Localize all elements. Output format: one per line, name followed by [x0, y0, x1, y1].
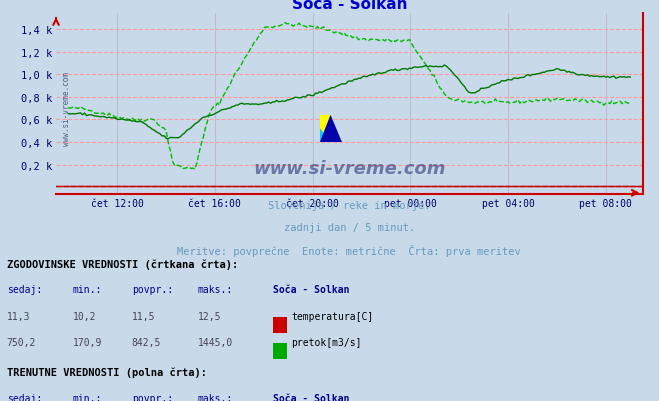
Text: maks.:: maks.:	[198, 285, 233, 295]
Text: 11,3: 11,3	[7, 311, 30, 321]
Text: Meritve: povprečne  Enote: metrične  Črta: prva meritev: Meritve: povprečne Enote: metrične Črta:…	[177, 245, 521, 257]
Text: 1445,0: 1445,0	[198, 337, 233, 347]
Text: 12,5: 12,5	[198, 311, 221, 321]
Text: min.:: min.:	[72, 285, 102, 295]
Text: www.si-vreme.com: www.si-vreme.com	[253, 160, 445, 178]
Text: 750,2: 750,2	[7, 337, 36, 347]
Text: Slovenija / reke in morje.: Slovenija / reke in morje.	[268, 200, 430, 211]
Text: www.si-vreme.com: www.si-vreme.com	[61, 72, 71, 146]
Text: 170,9: 170,9	[72, 337, 102, 347]
Text: Soča - Solkan: Soča - Solkan	[273, 393, 350, 401]
Polygon shape	[320, 115, 331, 143]
Text: maks.:: maks.:	[198, 393, 233, 401]
Text: 842,5: 842,5	[132, 337, 161, 347]
Text: zadnji dan / 5 minut.: zadnji dan / 5 minut.	[283, 223, 415, 233]
Text: povpr.:: povpr.:	[132, 393, 173, 401]
Text: ZGODOVINSKE VREDNOSTI (črtkana črta):: ZGODOVINSKE VREDNOSTI (črtkana črta):	[7, 259, 238, 269]
Text: TRENUTNE VREDNOSTI (polna črta):: TRENUTNE VREDNOSTI (polna črta):	[7, 367, 206, 377]
Text: sedaj:: sedaj:	[7, 393, 42, 401]
Text: min.:: min.:	[72, 393, 102, 401]
Text: Soča - Solkan: Soča - Solkan	[273, 285, 350, 295]
Text: povpr.:: povpr.:	[132, 285, 173, 295]
Text: 11,5: 11,5	[132, 311, 156, 321]
Text: sedaj:: sedaj:	[7, 285, 42, 295]
Text: 10,2: 10,2	[72, 311, 96, 321]
Text: temperatura[C]: temperatura[C]	[291, 311, 374, 321]
Polygon shape	[320, 129, 331, 143]
Polygon shape	[320, 115, 342, 143]
Text: pretok[m3/s]: pretok[m3/s]	[291, 337, 362, 347]
Title: Soča - Solkan: Soča - Solkan	[291, 0, 407, 12]
